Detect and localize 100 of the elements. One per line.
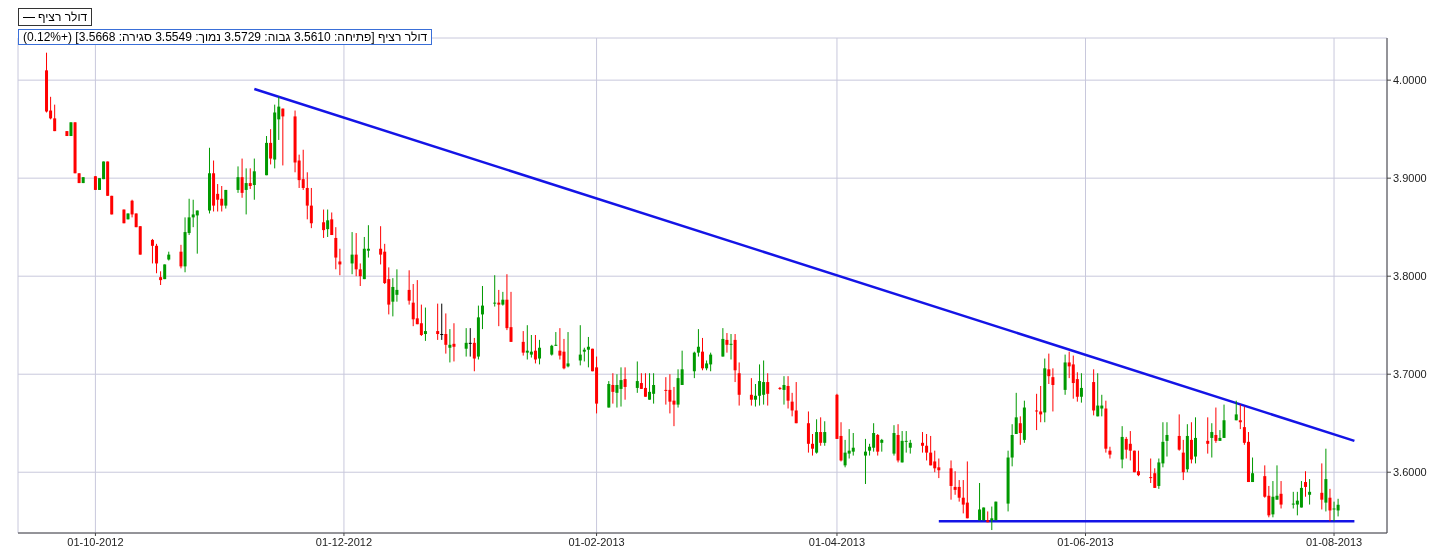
candlestick [709, 352, 713, 372]
candlestick [1304, 470, 1308, 498]
candlestick [248, 167, 252, 190]
candlestick [1010, 423, 1014, 467]
annotation: דולר רציף [פתיחה: 3.5610 גבוה: 3.5729 נמוך: 3.5549 סגירה: 3.5668] (+0.12%) [18, 29, 433, 45]
candlestick [554, 331, 558, 347]
y-tick-label: 3.8000 [1393, 270, 1427, 283]
candlestick [236, 165, 240, 194]
candlestick [423, 307, 427, 342]
candlestick [900, 430, 904, 463]
candlestick [1308, 478, 1312, 506]
candlestick [619, 366, 623, 408]
x-tick-label: 01-12-2012 [315, 535, 373, 548]
candlestick [1218, 429, 1222, 442]
candlestick [949, 459, 953, 501]
candlestick [815, 418, 819, 455]
candlestick [1189, 421, 1193, 464]
candlestick [876, 433, 880, 457]
candlestick [753, 383, 757, 408]
candlestick [501, 291, 505, 307]
candlestick [444, 312, 448, 355]
candlestick [851, 432, 855, 457]
candlestick [1279, 480, 1283, 509]
candlestick [643, 372, 647, 398]
candlestick [1136, 450, 1140, 477]
candlestick [472, 337, 476, 372]
candlestick [150, 238, 154, 264]
candlestick [1177, 413, 1181, 452]
text: דולר רציף [38, 10, 88, 24]
candlestick [1295, 491, 1299, 516]
candlestick [766, 372, 770, 407]
candlestick [1120, 425, 1124, 469]
candlestick [892, 424, 896, 457]
candlestick [794, 381, 798, 424]
candlestick [322, 209, 326, 239]
candlestick [1271, 480, 1275, 518]
candlestick [1324, 448, 1328, 512]
candlestick [623, 366, 627, 401]
candlestick [1128, 430, 1132, 461]
candlestick [1214, 407, 1218, 444]
candlestick [1149, 458, 1153, 484]
candlestick [493, 274, 497, 308]
candlestick [155, 243, 159, 274]
candlestick [1100, 394, 1104, 417]
candlestick [990, 506, 994, 531]
candlestick [863, 438, 867, 485]
candlestick [497, 289, 501, 327]
candlestick [419, 304, 423, 337]
candlestick [566, 331, 570, 368]
candlestick [1071, 355, 1075, 400]
candlestick [1299, 480, 1303, 509]
candlestick [635, 360, 639, 394]
candlestick [179, 244, 183, 269]
candlestick [929, 435, 933, 466]
candlestick [269, 128, 273, 165]
y-tick-label: 4.0000 [1393, 74, 1427, 87]
candlestick [843, 439, 847, 468]
candlestick [53, 104, 57, 132]
x-tick-label: 01-10-2012 [67, 535, 124, 548]
candlestick [395, 268, 399, 303]
candlestick [823, 420, 827, 447]
candlestick [1153, 467, 1157, 489]
candlestick [648, 372, 652, 401]
candlestick [1079, 372, 1083, 404]
y-tick-label: 3.9000 [1393, 172, 1427, 185]
candlestick [737, 361, 741, 407]
x-tick-label: 01-06-2013 [1057, 535, 1114, 548]
x-tick-label: 01-08-2013 [1305, 535, 1363, 548]
candlestick [1210, 422, 1214, 459]
candlestick [749, 377, 753, 407]
candlestick [933, 450, 937, 473]
candlestick [819, 416, 823, 447]
candlestick [668, 373, 672, 414]
candlestick [725, 332, 729, 354]
y-tick-label: 3.6000 [1393, 466, 1427, 479]
candlestick [758, 363, 762, 407]
candlestick [1035, 393, 1039, 431]
candlestick [953, 470, 957, 496]
candlestick [978, 482, 982, 521]
candlestick [305, 171, 309, 220]
candlestick [354, 232, 358, 277]
candlestick [921, 431, 925, 454]
candlestick [521, 330, 525, 357]
candlestick [1206, 416, 1210, 455]
candlestick [811, 433, 815, 457]
candlestick [1039, 385, 1043, 423]
candlestick [806, 410, 810, 454]
candlestick [1238, 404, 1242, 430]
candlestick [358, 262, 362, 287]
candlestick [692, 351, 696, 379]
candlestick [664, 376, 668, 406]
candlestick [957, 479, 961, 503]
candlestick [701, 337, 704, 371]
candlestick [309, 187, 313, 229]
candlestick [240, 158, 244, 199]
candlestick [436, 303, 440, 341]
y-tick-label: 3.7000 [1393, 368, 1427, 381]
candlestick [611, 372, 615, 405]
candlestick [334, 226, 338, 270]
candlestick [652, 372, 656, 405]
